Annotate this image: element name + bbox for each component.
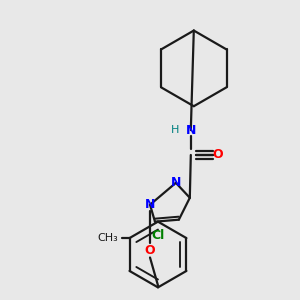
Text: N: N (186, 124, 196, 136)
Text: CH₃: CH₃ (97, 233, 118, 243)
Text: N: N (171, 176, 181, 189)
Text: Cl: Cl (151, 229, 165, 242)
Text: H: H (171, 125, 179, 135)
Text: O: O (145, 244, 155, 257)
Text: O: O (212, 148, 223, 161)
Text: N: N (145, 198, 155, 211)
